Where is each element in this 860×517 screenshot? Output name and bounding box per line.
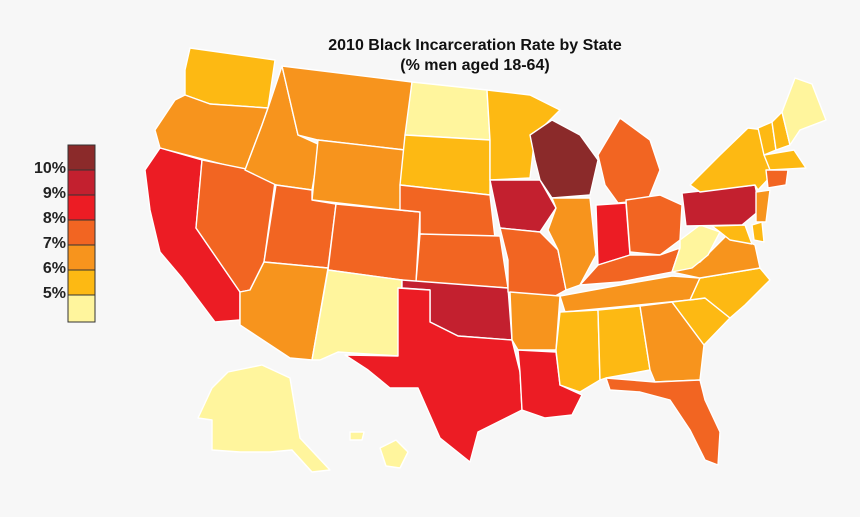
- states-layer: [144, 47, 827, 473]
- state-delaware: [751, 221, 765, 243]
- state-hawaii-island: [349, 431, 365, 441]
- map-title-block: 2010 Black Incarceration Rate by State (…: [300, 36, 650, 76]
- state-new-jersey: [755, 189, 771, 223]
- legend-swatch-4: [67, 294, 96, 323]
- state-alabama: [597, 305, 651, 381]
- legend-swatch-6: [67, 244, 96, 271]
- state-north-dakota: [404, 81, 491, 141]
- state-pennsylvania: [681, 184, 761, 227]
- legend-label-8: 8%: [42, 210, 66, 227]
- map-title: 2010 Black Incarceration Rate by State: [328, 37, 622, 54]
- state-wyoming: [311, 139, 406, 211]
- state-hawaii-group: [349, 431, 409, 469]
- state-missouri: [499, 227, 567, 301]
- state-new-mexico: [311, 269, 403, 361]
- state-mississippi: [555, 309, 601, 393]
- legend-swatch-5: [67, 269, 96, 296]
- legend-swatch-9: [67, 169, 96, 196]
- state-alaska: [197, 364, 331, 473]
- state-kentucky: [579, 247, 681, 286]
- state-kansas: [415, 233, 509, 289]
- state-maine: [781, 77, 827, 146]
- legend-swatch-7: [67, 219, 96, 246]
- state-colorado: [327, 203, 421, 283]
- legend-swatch-10: [67, 144, 96, 171]
- state-texas: [344, 287, 523, 463]
- map-subtitle: (% men aged 18-64): [400, 57, 550, 74]
- legend-label-10: 10%: [33, 160, 66, 177]
- legend-swatch-8: [67, 194, 96, 221]
- legend-label-5: 5%: [42, 285, 66, 302]
- state-wisconsin: [529, 119, 599, 199]
- state-iowa: [489, 179, 557, 233]
- legend-label-9: 9%: [42, 185, 66, 202]
- state-hawaii: [379, 439, 409, 469]
- state-maryland: [711, 224, 753, 245]
- state-washington: [184, 47, 276, 109]
- state-arkansas: [509, 291, 561, 351]
- state-minnesota: [486, 89, 561, 181]
- state-ohio: [625, 194, 683, 256]
- state-connecticut: [765, 169, 789, 189]
- state-indiana: [595, 202, 631, 266]
- state-massachusetts: [763, 149, 807, 171]
- state-illinois: [547, 197, 597, 291]
- state-michigan: [597, 117, 661, 204]
- legend-label-7: 7%: [42, 235, 66, 252]
- legend-label-6: 6%: [42, 260, 66, 277]
- state-florida: [605, 377, 721, 466]
- legend-swatches: [67, 144, 96, 323]
